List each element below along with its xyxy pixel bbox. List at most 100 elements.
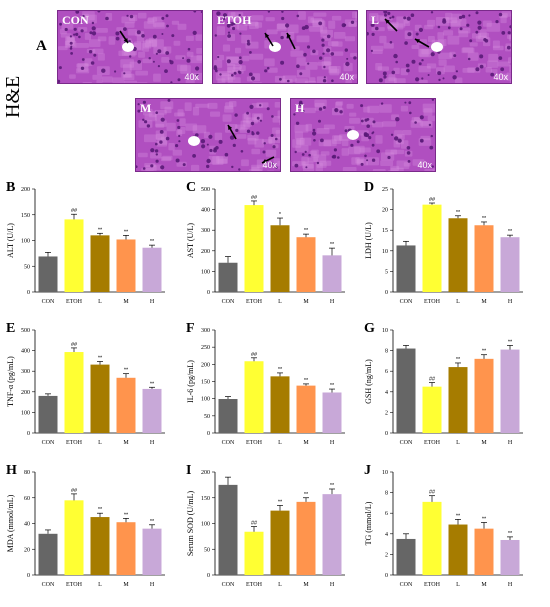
category-label: H	[330, 299, 335, 305]
bar	[396, 538, 416, 575]
histology-tissue	[367, 11, 511, 83]
significance-label: **	[124, 368, 129, 374]
bar	[396, 348, 416, 433]
significance-label: **	[124, 512, 129, 518]
bar	[218, 399, 238, 433]
histology-tissue	[58, 11, 202, 83]
bar	[116, 522, 136, 575]
histology-image-l: L 40x	[366, 10, 512, 84]
bar	[64, 500, 84, 575]
category-label: M	[123, 299, 129, 305]
y-tick-label: 50	[204, 547, 210, 553]
significance-label: ##	[71, 342, 78, 348]
y-tick-label: 0	[385, 290, 388, 296]
y-tick-label: 500	[21, 328, 30, 334]
y-tick-label: 10	[382, 328, 388, 334]
y-tick-label: 200	[201, 249, 210, 255]
bar	[474, 528, 494, 575]
category-label: CON	[400, 440, 413, 446]
significance-label: **	[482, 216, 487, 222]
bar	[244, 361, 264, 433]
category-label: CON	[42, 440, 55, 446]
y-tick-label: 6	[385, 369, 388, 375]
chart-j: J 0 2 4 6 8 10 TG (mmol/L) CON ## ETOH ** L ** M ** H	[364, 463, 523, 588]
bar	[474, 358, 494, 433]
y-tick-label: 50	[204, 414, 210, 420]
significance-label: **	[150, 381, 155, 387]
y-tick-label: 100	[21, 239, 30, 245]
bar	[142, 247, 162, 292]
y-tick-label: 200	[201, 470, 210, 476]
histology-magnification: 40x	[493, 72, 508, 82]
y-tick-label: 0	[27, 290, 30, 296]
category-label: H	[330, 582, 335, 588]
bar	[270, 376, 290, 433]
y-axis-label: AST (U/L)	[186, 223, 195, 259]
y-axis-label: ALT (U/L)	[6, 223, 15, 258]
panel-letter: C	[186, 180, 196, 195]
category-label: M	[303, 582, 309, 588]
category-label: H	[508, 582, 513, 588]
bar	[116, 377, 136, 433]
category-label: L	[98, 582, 102, 588]
bar	[296, 385, 316, 433]
chart-d: D 0 5 10 15 20 25 LDH (U/L) CON ## ETOH ** L ** M ** H	[364, 180, 523, 305]
bar	[90, 364, 110, 433]
histology-tissue	[213, 11, 357, 83]
category-label: M	[481, 299, 487, 305]
bar	[38, 395, 58, 433]
y-tick-label: 0	[207, 290, 210, 296]
histology-image-m: M 40x	[135, 98, 281, 172]
bar	[296, 501, 316, 575]
bar	[270, 225, 290, 292]
bar	[322, 494, 342, 575]
category-label: L	[98, 440, 102, 446]
y-tick-label: 25	[382, 187, 388, 193]
significance-label: ##	[251, 521, 258, 527]
category-label: CON	[222, 440, 235, 446]
y-tick-label: 200	[21, 390, 30, 396]
y-tick-label: 5	[385, 269, 388, 275]
y-tick-label: 200	[21, 187, 30, 193]
panel-letter: H	[6, 463, 17, 478]
histology-image-etoh: ETOH 40x	[212, 10, 358, 84]
bar	[422, 386, 442, 433]
category-label: L	[278, 582, 282, 588]
bar	[296, 237, 316, 292]
bar	[116, 239, 136, 292]
y-tick-label: 6	[385, 511, 388, 517]
y-tick-label: 100	[21, 410, 30, 416]
y-axis-label: GSH (ng/mL)	[364, 359, 373, 404]
y-tick-label: 300	[201, 328, 210, 334]
significance-label: **	[98, 227, 103, 233]
category-label: CON	[400, 582, 413, 588]
bar	[448, 367, 468, 433]
significance-label: **	[124, 229, 129, 235]
category-label: L	[456, 582, 460, 588]
histology-magnification: 40x	[262, 160, 277, 170]
category-label: ETOH	[66, 440, 83, 446]
bar	[218, 484, 238, 575]
chart-e: E 0 100 200 300 400 500 TNF-α (pg/mL) CON ## ETOH *…	[6, 321, 165, 446]
y-axis-label: LDH (U/L)	[364, 222, 373, 259]
category-label: CON	[42, 582, 55, 588]
category-label: L	[278, 299, 282, 305]
y-tick-label: 500	[201, 187, 210, 193]
significance-label: **	[330, 242, 335, 248]
significance-label: **	[482, 516, 487, 522]
significance-label: ##	[251, 352, 258, 358]
chart-f: F 0 50 100 150 200 250 300 IL-6 (pg/mL) CON ## ETOH…	[186, 321, 345, 446]
category-label: ETOH	[246, 440, 263, 446]
significance-label: **	[330, 483, 335, 489]
bar	[38, 256, 58, 292]
significance-label: **	[482, 349, 487, 355]
category-label: H	[508, 299, 513, 305]
bar	[422, 204, 442, 292]
y-tick-label: 0	[385, 573, 388, 579]
bar	[142, 528, 162, 575]
significance-label: **	[330, 383, 335, 389]
panel-letter: E	[6, 321, 15, 336]
panel-letter: J	[364, 463, 371, 478]
